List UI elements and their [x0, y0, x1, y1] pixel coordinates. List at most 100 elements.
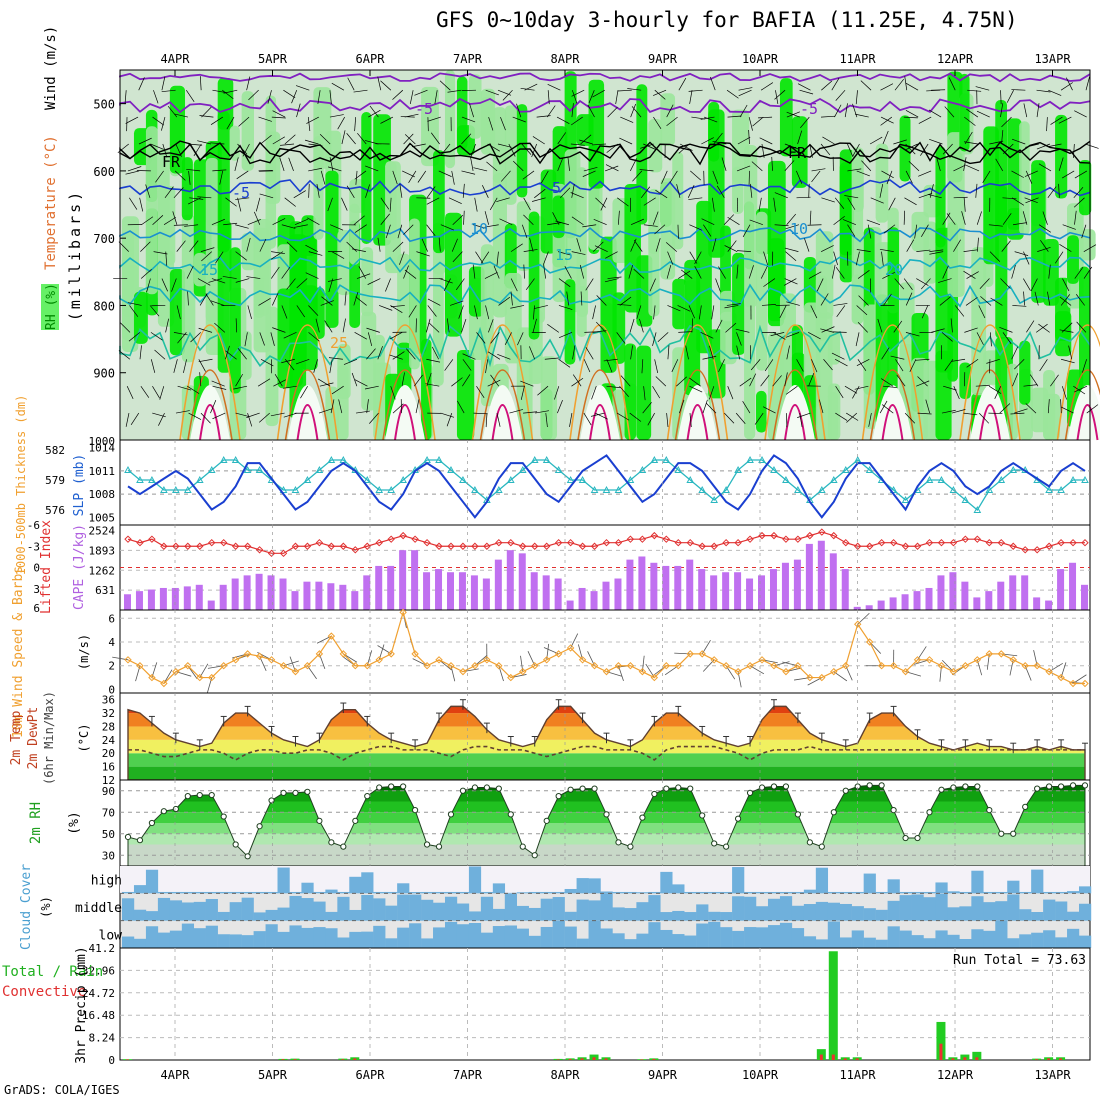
wind-barb — [521, 143, 532, 155]
wind10m-ylabel: (m/s) — [77, 634, 91, 670]
cape-bar — [1021, 575, 1029, 610]
wind10m-point — [124, 656, 132, 664]
lifted-index-point — [542, 542, 551, 550]
cloud-block — [588, 878, 601, 894]
rh-point — [842, 787, 849, 794]
rh-point — [902, 834, 909, 842]
rh-streak — [540, 356, 558, 440]
wind-barb — [583, 167, 598, 172]
wind-barb — [458, 305, 464, 319]
wind-barb — [443, 278, 451, 292]
wind-barb — [186, 89, 195, 102]
wind-barb — [428, 322, 440, 333]
cloud-block — [935, 882, 948, 894]
thickness-axis-label: 1000-500mb Thickness (dm) — [14, 395, 28, 576]
top-date-label: 10APR — [742, 52, 779, 66]
wind-barb — [905, 332, 920, 337]
cape-bar — [147, 589, 155, 610]
wind-barb — [680, 269, 693, 279]
wind-barb — [721, 157, 727, 172]
wind-barb — [628, 264, 634, 279]
precip-tick: 8.24 — [89, 1032, 116, 1045]
wind10m-point — [531, 662, 539, 670]
wind10m-point — [160, 679, 168, 688]
wind-barb — [877, 318, 883, 333]
cloud-block — [181, 923, 195, 948]
thickness-point — [291, 485, 300, 493]
rh-streak — [516, 104, 528, 198]
precip-conv-bar — [568, 1058, 572, 1060]
cloud-block — [229, 891, 242, 894]
wind-barb — [606, 385, 621, 389]
lifted-index-point — [423, 539, 431, 547]
thickness-point — [590, 485, 599, 493]
wind-barb — [235, 373, 243, 387]
wind-barb — [619, 137, 633, 145]
cloud-block — [744, 927, 757, 948]
rh-streak — [181, 214, 196, 363]
cape-bar — [435, 569, 443, 610]
wind-barb — [235, 412, 250, 417]
wind-barb — [694, 251, 702, 265]
upper-air-side-labels: RH (%)Temperature (°C)Wind (m/s) — [41, 26, 59, 330]
cloud-block — [145, 869, 159, 894]
wind-barb — [523, 264, 525, 279]
contour-label: 5 — [552, 179, 561, 197]
wind-barb — [836, 305, 846, 317]
cloud-block — [708, 891, 721, 894]
wind10m-point — [590, 662, 599, 670]
wind-barb — [758, 116, 773, 119]
thickness-point — [937, 475, 946, 483]
wind-barb — [1060, 358, 1075, 364]
wind-barb — [305, 244, 319, 252]
wind-barb — [579, 264, 585, 279]
cape-bar — [339, 584, 347, 610]
rh-streak — [181, 157, 193, 221]
cape-bar — [267, 575, 275, 610]
wind-barb — [999, 327, 1013, 333]
wind-barb — [920, 143, 929, 156]
wind-barb — [1085, 143, 1099, 149]
cape-bar — [159, 587, 167, 610]
cloud-block — [744, 891, 757, 894]
wind-barb — [559, 187, 571, 199]
cloud-block — [732, 867, 745, 894]
wind-barb — [253, 211, 261, 225]
wind-barb — [688, 89, 703, 92]
wind-barb — [199, 293, 208, 306]
cape-bar — [985, 591, 993, 610]
lifted-index-point — [865, 542, 874, 550]
wind-barb — [948, 77, 956, 91]
wind-barb — [426, 197, 440, 205]
wind10m-point — [602, 667, 611, 676]
wind-barb — [804, 238, 810, 252]
thickness-label-group: 1000-500mb Thickness (dm) — [14, 395, 28, 576]
cloud-block — [1055, 901, 1068, 921]
wind-barb — [654, 224, 666, 235]
wind-barb — [762, 406, 776, 414]
rh-band — [128, 812, 1085, 823]
cloud-block — [959, 906, 972, 921]
wind-barb — [331, 251, 345, 259]
wind10m-point — [136, 662, 144, 670]
wind-barb — [963, 197, 966, 212]
wind-barb — [797, 83, 811, 91]
wind-barb — [928, 109, 942, 118]
wind-barb — [1038, 163, 1052, 172]
wind-barb — [346, 185, 355, 198]
contour-label: 15 — [200, 261, 218, 279]
temperature-contour — [764, 324, 826, 441]
precip-conv-bar — [281, 1059, 285, 1060]
wind-barb — [713, 132, 723, 145]
wind-barb — [273, 379, 286, 387]
wind-barb — [365, 165, 379, 172]
wind-barb — [235, 278, 250, 283]
wind-barb — [738, 89, 752, 97]
rh-streak — [277, 288, 293, 389]
cape-bar — [1057, 569, 1065, 610]
rh-streak — [325, 170, 339, 328]
cloud-block — [1007, 880, 1020, 894]
wind10m-point — [973, 656, 982, 664]
cloud-block — [385, 938, 398, 948]
wind-barb — [726, 89, 739, 99]
